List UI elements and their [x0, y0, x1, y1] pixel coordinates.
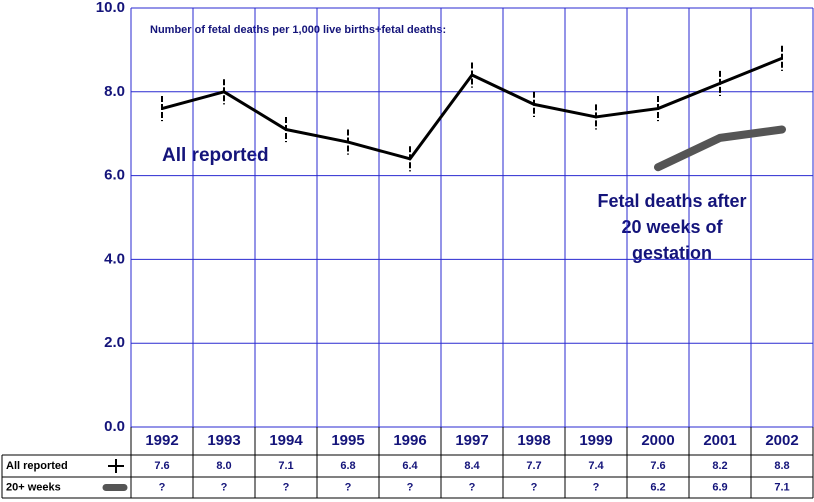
y-tick-label: 4.0: [104, 250, 125, 267]
y-tick-label: 8.0: [104, 83, 125, 100]
y-tick-label: 10.0: [96, 0, 125, 16]
table-value: ?: [283, 481, 290, 493]
x-tick-label: 1994: [269, 432, 303, 449]
x-tick-label: 1996: [393, 432, 426, 449]
table-value: 8.2: [712, 460, 727, 472]
annotation: gestation: [632, 243, 712, 263]
table-value: 6.2: [650, 481, 665, 493]
table-value: ?: [593, 481, 600, 493]
table-value: 6.9: [712, 481, 727, 493]
chart-title: Number of fetal deaths per 1,000 live bi…: [150, 24, 446, 36]
x-tick-label: 1999: [579, 432, 612, 449]
annotation: 20 weeks of: [621, 217, 723, 237]
table-value: ?: [469, 481, 476, 493]
x-tick-label: 1993: [207, 432, 240, 449]
legend-label: All reported: [6, 460, 68, 472]
x-tick-label: 1997: [455, 432, 488, 449]
table-value: 7.7: [526, 460, 541, 472]
x-tick-label: 1992: [145, 432, 178, 449]
table-value: 7.4: [588, 460, 604, 472]
table-value: 7.1: [278, 460, 293, 472]
x-tick-label: 2000: [641, 432, 674, 449]
table-value: 6.8: [340, 460, 355, 472]
y-tick-label: 6.0: [104, 167, 125, 184]
table-value: ?: [531, 481, 538, 493]
table-value: 7.6: [154, 460, 169, 472]
x-tick-label: 1995: [331, 432, 364, 449]
table-value: 6.4: [402, 460, 418, 472]
table-value: 8.4: [464, 460, 480, 472]
line-series: [654, 125, 786, 172]
table-value: 7.1: [774, 481, 789, 493]
x-tick-label: 2002: [765, 432, 798, 449]
table-value: 8.0: [216, 460, 231, 472]
x-tick-label: 1998: [517, 432, 550, 449]
table-value: ?: [345, 481, 352, 493]
table-value: 7.6: [650, 460, 665, 472]
table-value: ?: [407, 481, 414, 493]
y-tick-label: 2.0: [104, 334, 125, 351]
legend-label: 20+ weeks: [6, 481, 61, 493]
annotation: Fetal deaths after: [597, 191, 746, 211]
annotation: All reported: [162, 145, 269, 166]
table-value: ?: [221, 481, 228, 493]
table-value: ?: [159, 481, 166, 493]
table-value: 8.8: [774, 460, 789, 472]
x-tick-label: 2001: [703, 432, 736, 449]
y-tick-label: 0.0: [104, 418, 125, 435]
